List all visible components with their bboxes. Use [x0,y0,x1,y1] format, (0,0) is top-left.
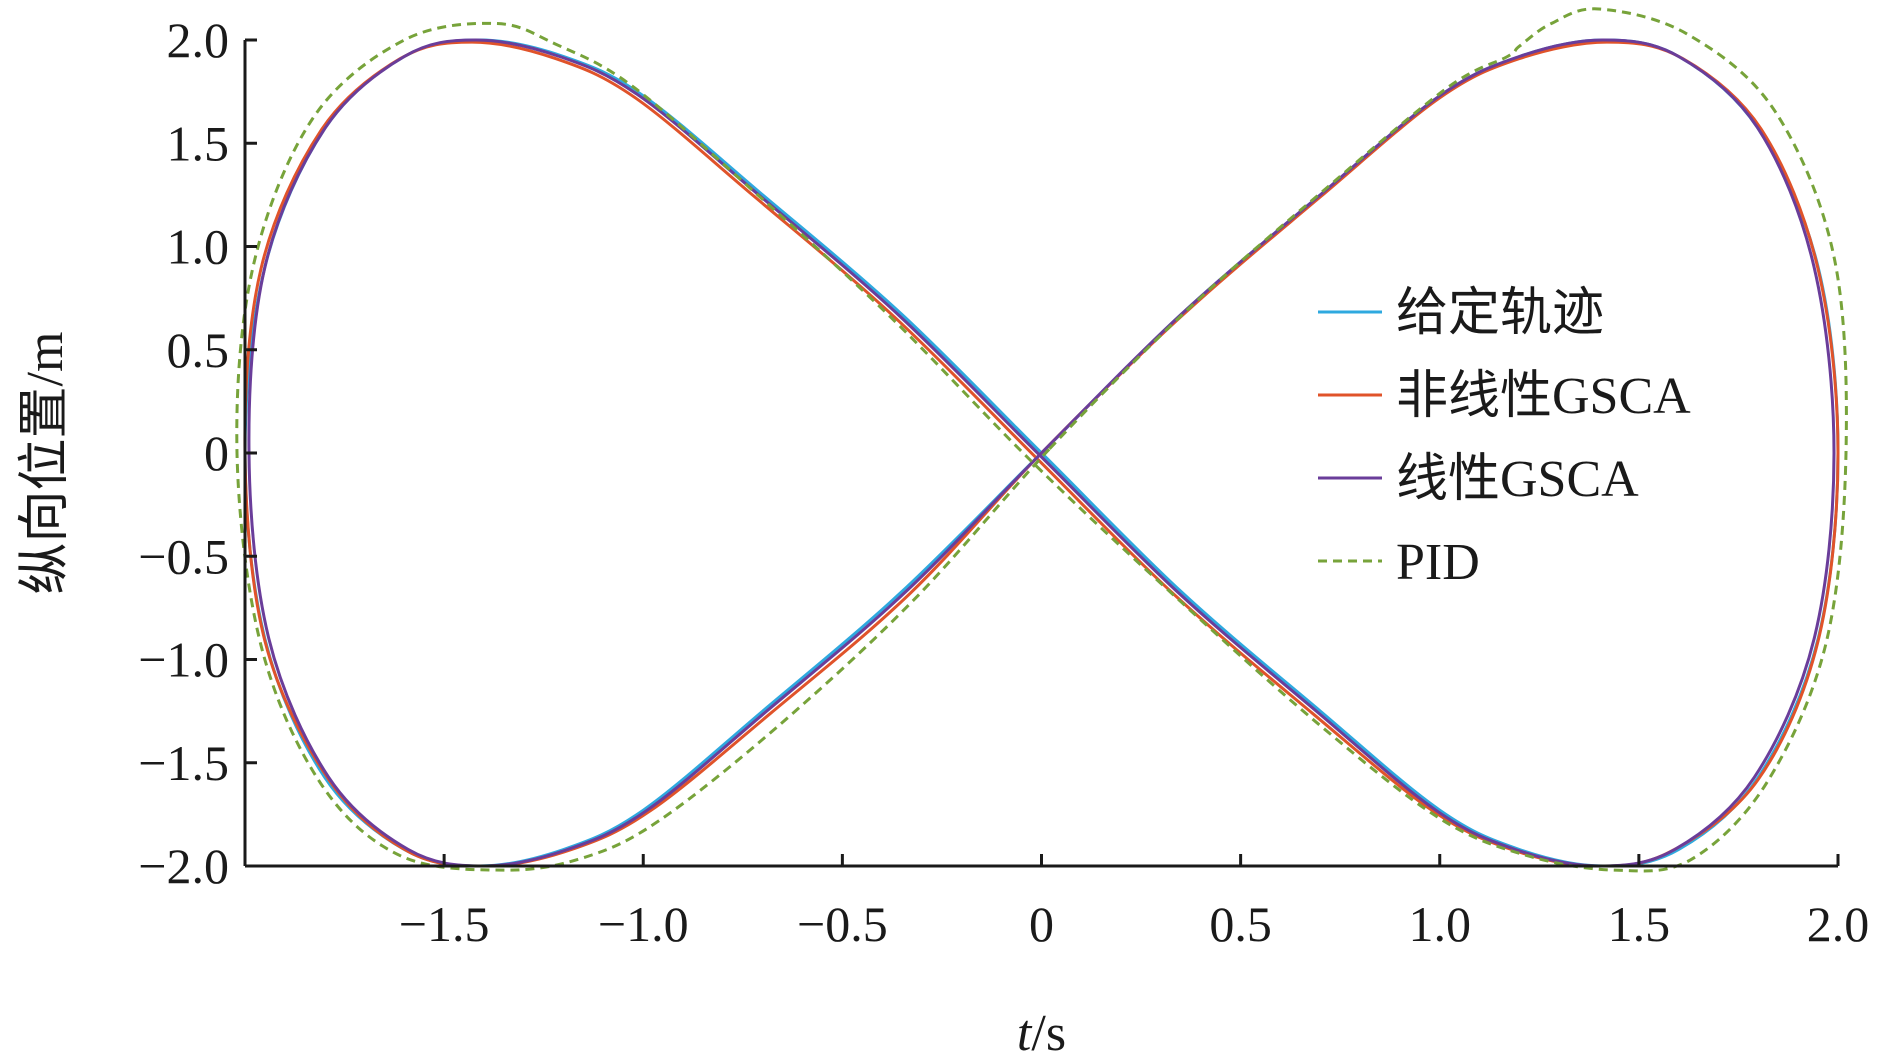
x-tick-label: −1.0 [598,896,689,952]
x-tick-label: −0.5 [797,896,888,952]
legend-label: 线性GSCA [1396,451,1639,508]
x-tick-label: 1.0 [1409,896,1472,952]
y-tick-label: 1.0 [167,219,230,275]
y-tick-label: 0 [204,425,229,481]
y-tick-label: 1.5 [167,115,230,171]
x-tick-label: 2.0 [1807,896,1870,952]
y-ticks: 2.0 1.5 1.0 0.5 0 −0.5 −1.0 −1.5 −2.0 [138,12,257,894]
y-tick-label: −0.5 [138,528,229,584]
x-tick-label: 0.5 [1209,896,1272,952]
y-tick-label: 2.0 [167,12,230,68]
x-axis-title-unit: /s [1031,1005,1066,1058]
legend-label: 非线性GSCA [1396,368,1691,425]
legend-label: PID [1396,534,1480,591]
x-axis-title-var: t [1017,1005,1033,1058]
series-line-3 [247,38,1836,868]
y-tick-label: 0.5 [167,322,230,378]
plot-lines [235,7,1848,873]
y-axis-title: 纵向位置/m [17,332,74,595]
x-tick-label: 0 [1029,896,1054,952]
x-tick-label: 1.5 [1608,896,1671,952]
series-line-4 [235,7,1848,873]
y-tick-label: −1.0 [138,632,229,688]
x-tick-label: −1.5 [399,896,490,952]
x-axis-title: t/s [1017,1005,1066,1058]
x-ticks: −1.5 −1.0 −0.5 0 0.5 1.0 1.5 2.0 [399,854,1869,952]
legend-label: 给定轨迹 [1396,285,1604,342]
y-tick-label: −1.5 [138,735,229,791]
y-tick-label: −2.0 [138,838,229,894]
